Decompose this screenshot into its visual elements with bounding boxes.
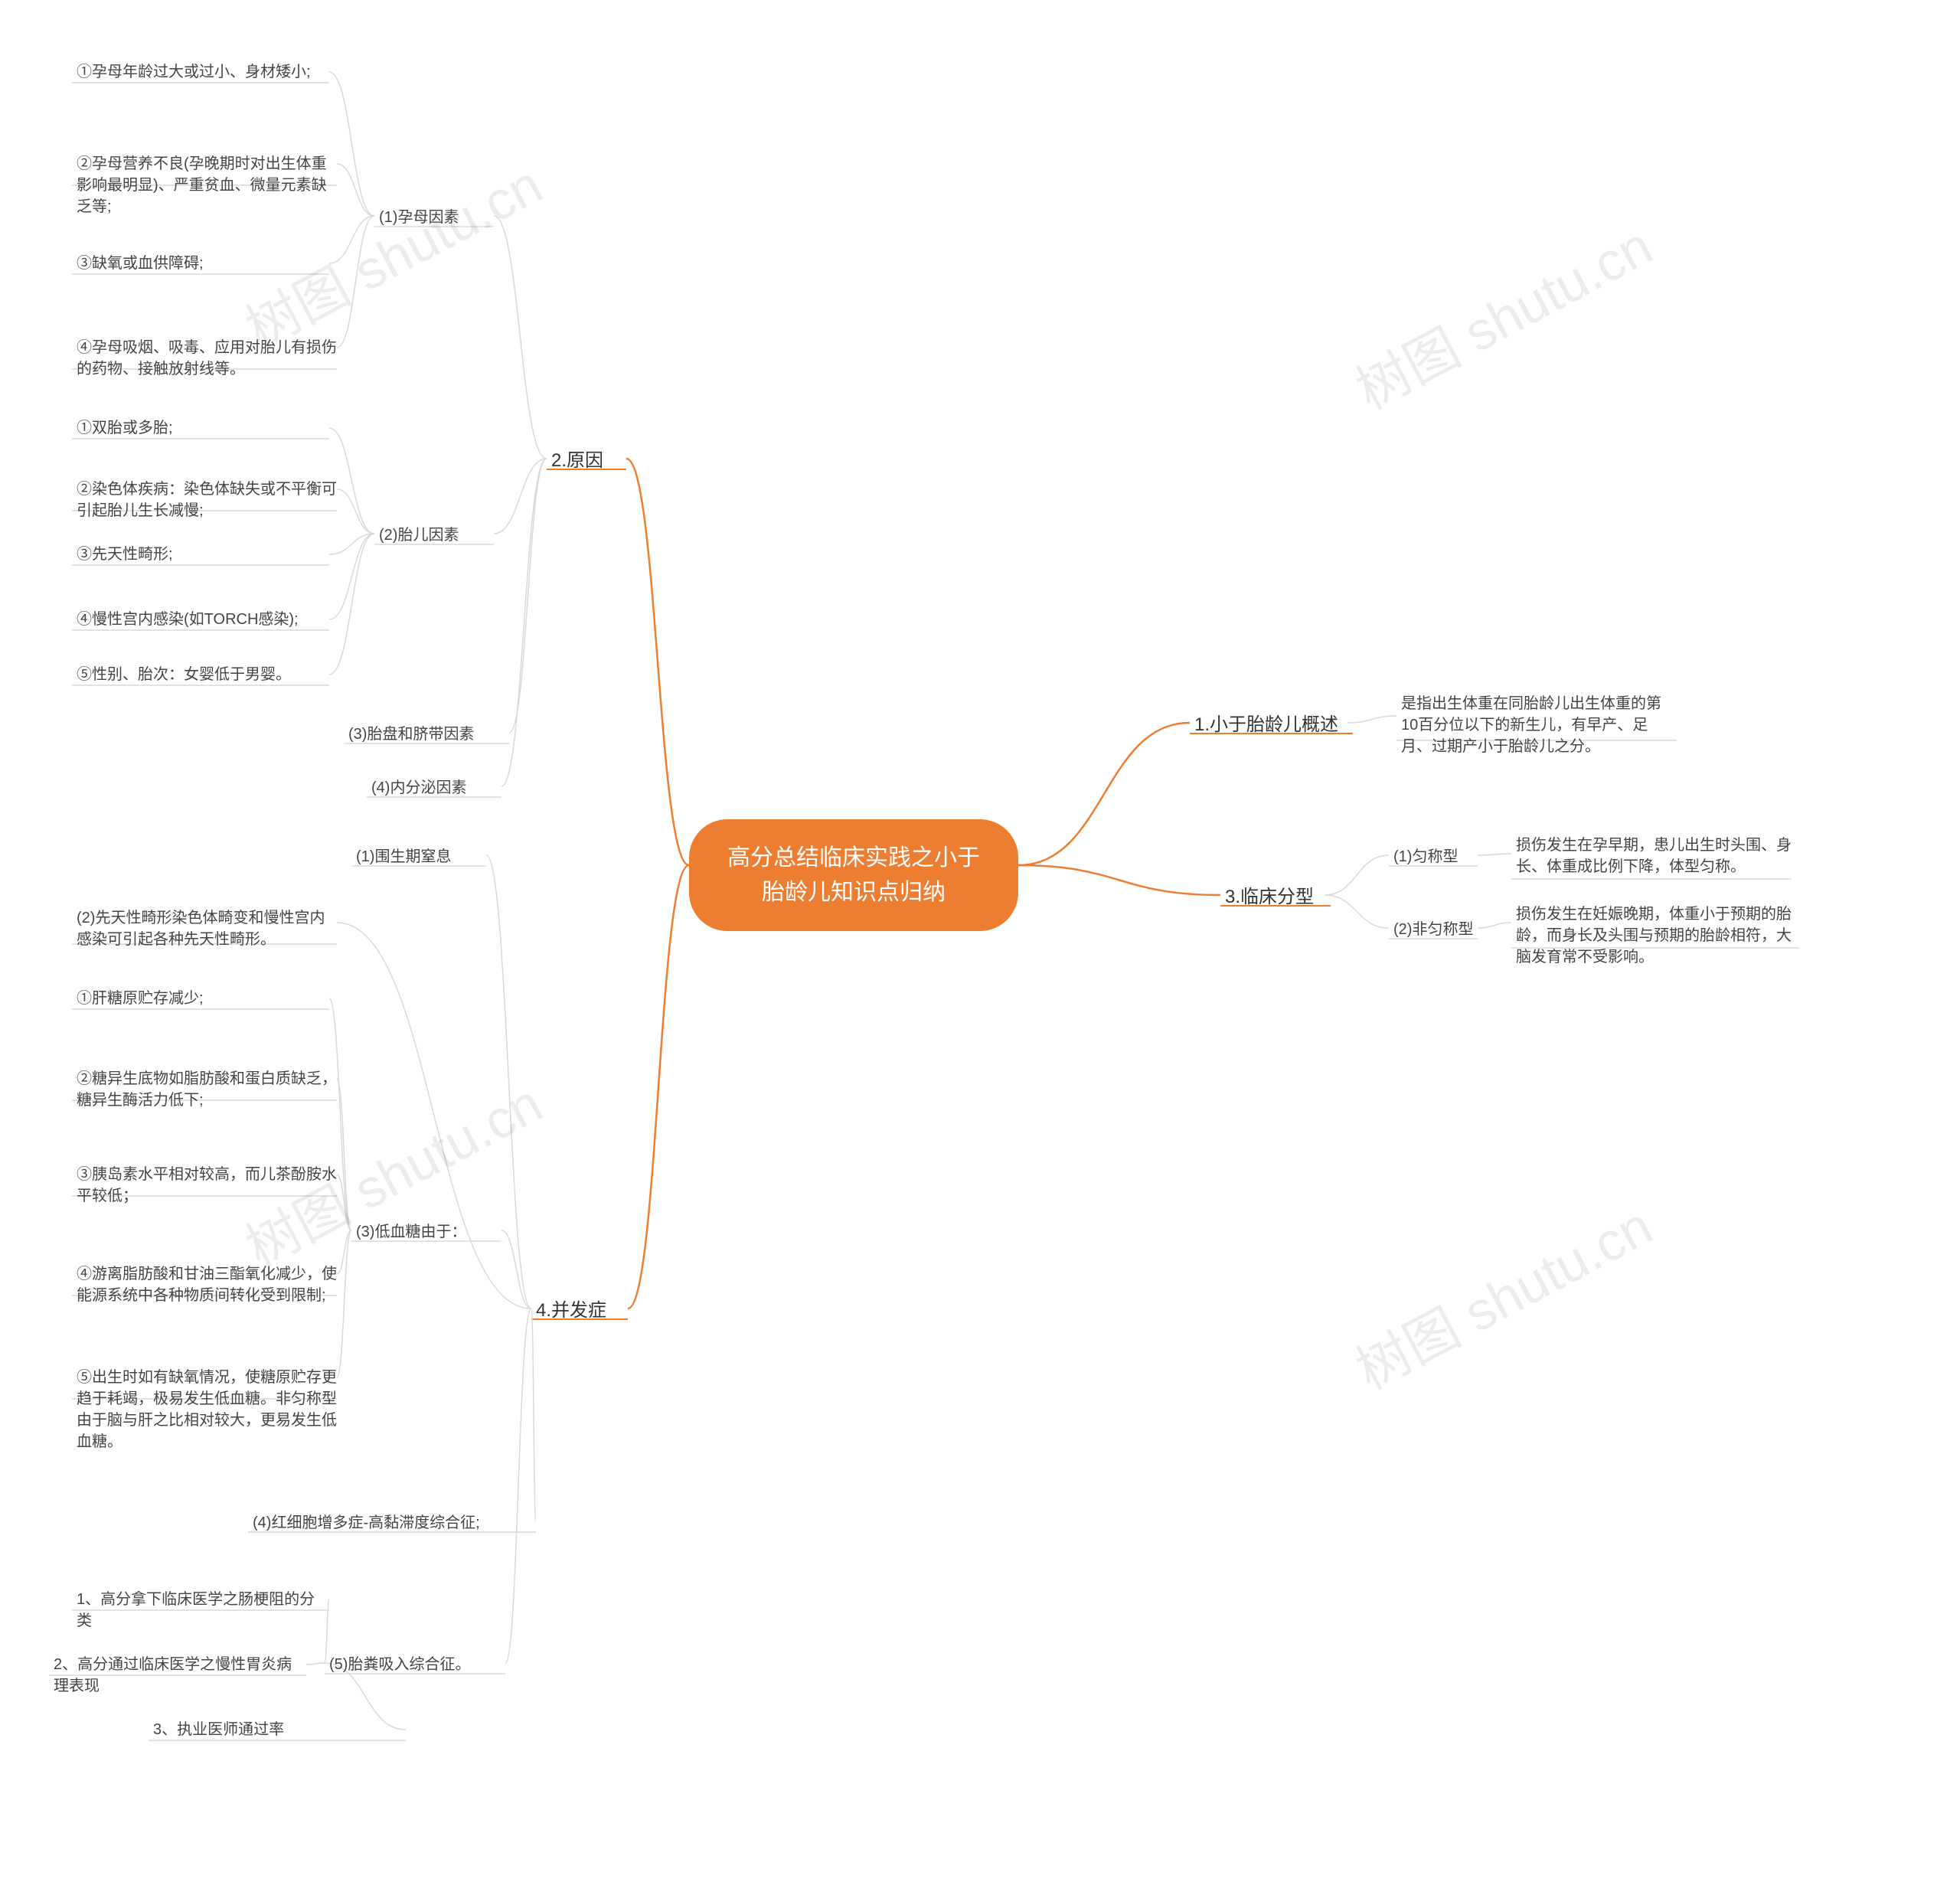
item-L2b-3: ④慢性宫内感染(如TORCH感染); <box>77 609 329 630</box>
item-L2a-2: ③缺氧或血供障碍; <box>77 253 329 274</box>
item-L4e-0: 1、高分拿下临床医学之肠梗阻的分类 <box>77 1589 329 1632</box>
branch-b1: 1.小于胎龄儿概述 <box>1194 712 1338 738</box>
sub-b3b: (2)非匀称型 <box>1393 919 1473 940</box>
item-L4e-2: 3、执业医师通过率 <box>153 1719 406 1740</box>
item-L2b-2: ③先天性畸形; <box>77 544 329 565</box>
sub-L2d: (4)内分泌因素 <box>371 777 466 799</box>
item-L4c-3: ④游离脂肪酸和甘油三酯氧化减少，使能源系统中各种物质间转化受到限制; <box>77 1263 337 1306</box>
sub-L4a: (1)围生期窒息 <box>356 846 451 867</box>
item-L4c-0: ①肝糖原贮存减少; <box>77 988 329 1009</box>
sub-L4e: (5)胎粪吸入综合征。 <box>329 1654 470 1675</box>
leaf-b1a: 是指出生体重在同胎龄儿出生体重的第10百分位以下的新生儿，有早产、足月、过期产小… <box>1401 693 1677 757</box>
sub-L2c: (3)胎盘和脐带因素 <box>348 724 474 745</box>
branch-L2: 2.原因 <box>551 448 603 474</box>
branch-b3: 3.临床分型 <box>1225 884 1314 910</box>
desc-b3b: 损伤发生在妊娠晚期，体重小于预期的胎龄，而身长及头围与预期的胎龄相符，大脑发育常… <box>1516 903 1799 968</box>
sub-L4b: (2)先天性畸形染色体畸变和慢性宫内感染可引起各种先天性畸形。 <box>77 907 337 950</box>
sub-L4d: (4)红细胞增多症-高黏滞度综合征; <box>253 1512 480 1534</box>
item-L4c-2: ③胰岛素水平相对较高，而儿茶酚胺水平较低； <box>77 1164 337 1207</box>
item-L2b-0: ①双胎或多胎; <box>77 417 329 439</box>
item-L2b-1: ②染色体疾病：染色体缺失或不平衡可引起胎儿生长减慢; <box>77 479 337 521</box>
branch-L4: 4.并发症 <box>536 1298 606 1324</box>
root-node: 高分总结临床实践之小于胎龄儿知识点归纳 <box>689 819 1018 931</box>
sub-L2b: (2)胎儿因素 <box>379 524 459 546</box>
item-L4c-4: ⑤出生时如有缺氧情况，使糖原贮存更趋于耗竭，极易发生低血糖。非匀称型由于脑与肝之… <box>77 1367 337 1452</box>
item-L2a-3: ④孕母吸烟、吸毒、应用对胎儿有损伤的药物、接触放射线等。 <box>77 337 337 380</box>
desc-b3a: 损伤发生在孕早期，患儿出生时头围、身长、体重成比例下降，体型匀称。 <box>1516 835 1792 877</box>
item-L4c-1: ②糖异生底物如脂肪酸和蛋白质缺乏，糖异生酶活力低下; <box>77 1068 337 1111</box>
sub-L4c: (3)低血糖由于： <box>356 1221 466 1243</box>
item-L4e-1: 2、高分通过临床医学之慢性胃炎病理表现 <box>54 1654 306 1697</box>
sub-L2a: (1)孕母因素 <box>379 207 459 228</box>
item-L2a-1: ②孕母营养不良(孕晚期时对出生体重影响最明显)、严重贫血、微量元素缺乏等; <box>77 153 337 217</box>
sub-b3a: (1)匀称型 <box>1393 846 1458 867</box>
item-L2b-4: ⑤性别、胎次：女婴低于男婴。 <box>77 664 329 685</box>
item-L2a-0: ①孕母年龄过大或过小、身材矮小; <box>77 61 329 83</box>
